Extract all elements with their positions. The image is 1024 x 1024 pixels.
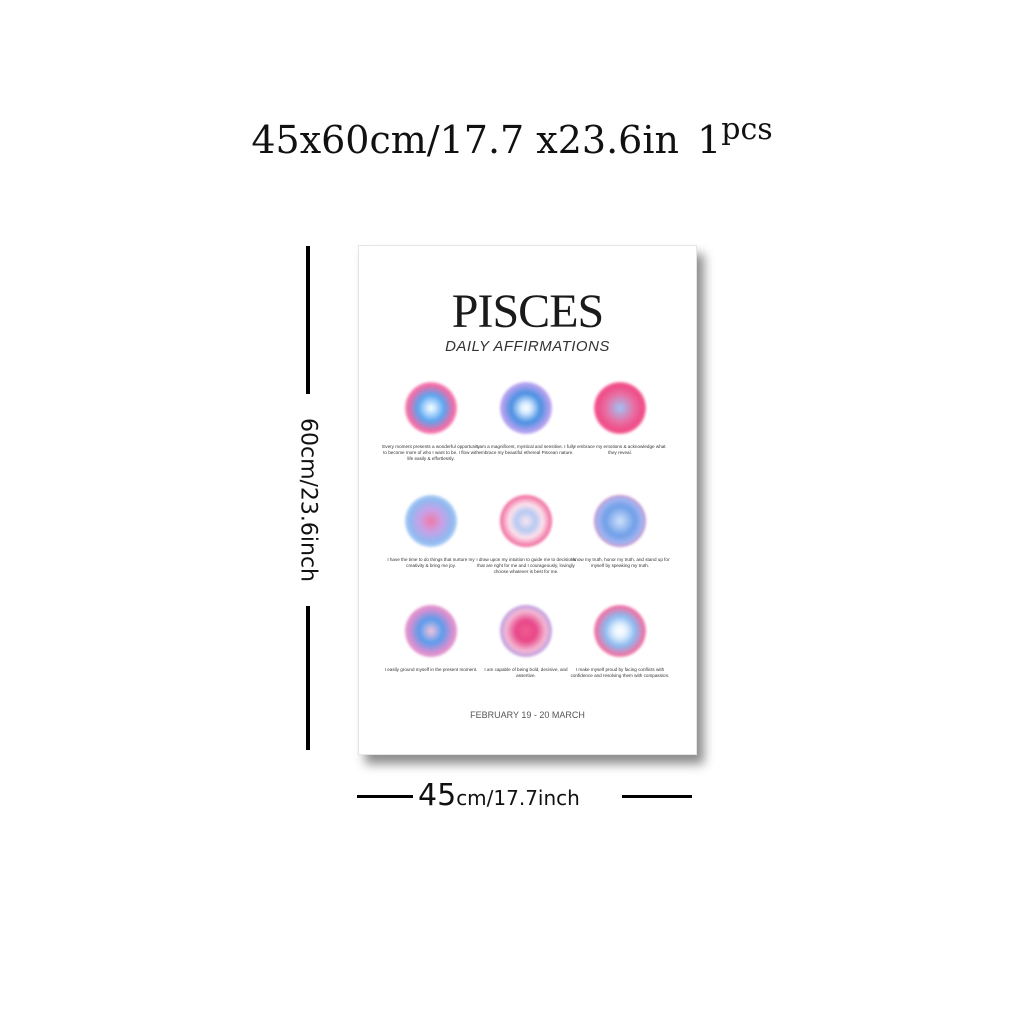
height-label: 60cm/23.6inch bbox=[295, 417, 321, 583]
size-headline: 45x60cm/17.7 x23.6in 1pcs bbox=[0, 112, 1024, 162]
affirmation-text: I know my truth, honor my truth, and sta… bbox=[570, 557, 670, 568]
affirmation-text: I am capable of being bold, decisive, an… bbox=[484, 667, 568, 678]
aura-orb bbox=[405, 382, 457, 434]
affirmation-item: I have the time to do things that nurtur… bbox=[381, 495, 481, 569]
affirmation-item: I easily ground myself in the present mo… bbox=[381, 605, 481, 673]
affirmation-text: I draw upon my intuition to guide me to … bbox=[476, 557, 576, 574]
height-dimension-line-bottom bbox=[306, 606, 310, 750]
aura-orb bbox=[405, 495, 457, 547]
affirmation-text: I am a magnificent, mystical and sensiti… bbox=[476, 444, 576, 455]
aura-orb bbox=[594, 605, 646, 657]
aura-orb bbox=[500, 382, 552, 434]
height-dimension-line-top bbox=[306, 246, 310, 394]
affirmation-text: I embrace my emotions & acknowledge what… bbox=[574, 444, 666, 455]
width-number: 45 bbox=[418, 778, 457, 813]
poster: PISCES DAILY AFFIRMATIONS Every moment p… bbox=[358, 245, 697, 755]
aura-orb bbox=[405, 605, 457, 657]
aura-orb bbox=[500, 605, 552, 657]
affirmation-item: I draw upon my intuition to guide me to … bbox=[476, 495, 576, 575]
quantity: 1 bbox=[697, 118, 722, 162]
poster-title: PISCES bbox=[451, 285, 604, 338]
affirmation-item: I know my truth, honor my truth, and sta… bbox=[570, 495, 670, 569]
affirmation-text: I easily ground myself in the present mo… bbox=[384, 667, 478, 672]
aura-orb bbox=[594, 382, 646, 434]
width-label: 45cm/17.7inch bbox=[418, 778, 580, 813]
aura-orb bbox=[500, 495, 552, 547]
affirmation-item: I make myself proud by facing conflicts … bbox=[570, 605, 670, 679]
affirmation-text: I have the time to do things that nurtur… bbox=[387, 557, 475, 568]
width-unit: cm/17.7inch bbox=[456, 786, 580, 810]
affirmation-item: I embrace my emotions & acknowledge what… bbox=[570, 382, 670, 456]
aura-orb bbox=[594, 495, 646, 547]
affirmation-item: I am a magnificent, mystical and sensiti… bbox=[476, 382, 576, 456]
affirmation-item: Every moment presents a wonderful opport… bbox=[381, 382, 481, 462]
affirmation-text: Every moment presents a wonderful opport… bbox=[382, 444, 480, 461]
width-dimension-line-left bbox=[357, 795, 413, 798]
quantity-unit: pcs bbox=[721, 112, 773, 147]
width-dimension-line-right bbox=[622, 795, 692, 798]
affirmation-text: I make myself proud by facing conflicts … bbox=[570, 667, 670, 678]
size-text: 45x60cm/17.7 x23.6in bbox=[251, 118, 679, 162]
poster-dates: FEBRUARY 19 - 20 MARCH bbox=[470, 710, 585, 720]
affirmation-item: I am capable of being bold, decisive, an… bbox=[476, 605, 576, 679]
poster-subtitle: DAILY AFFIRMATIONS bbox=[445, 338, 610, 355]
